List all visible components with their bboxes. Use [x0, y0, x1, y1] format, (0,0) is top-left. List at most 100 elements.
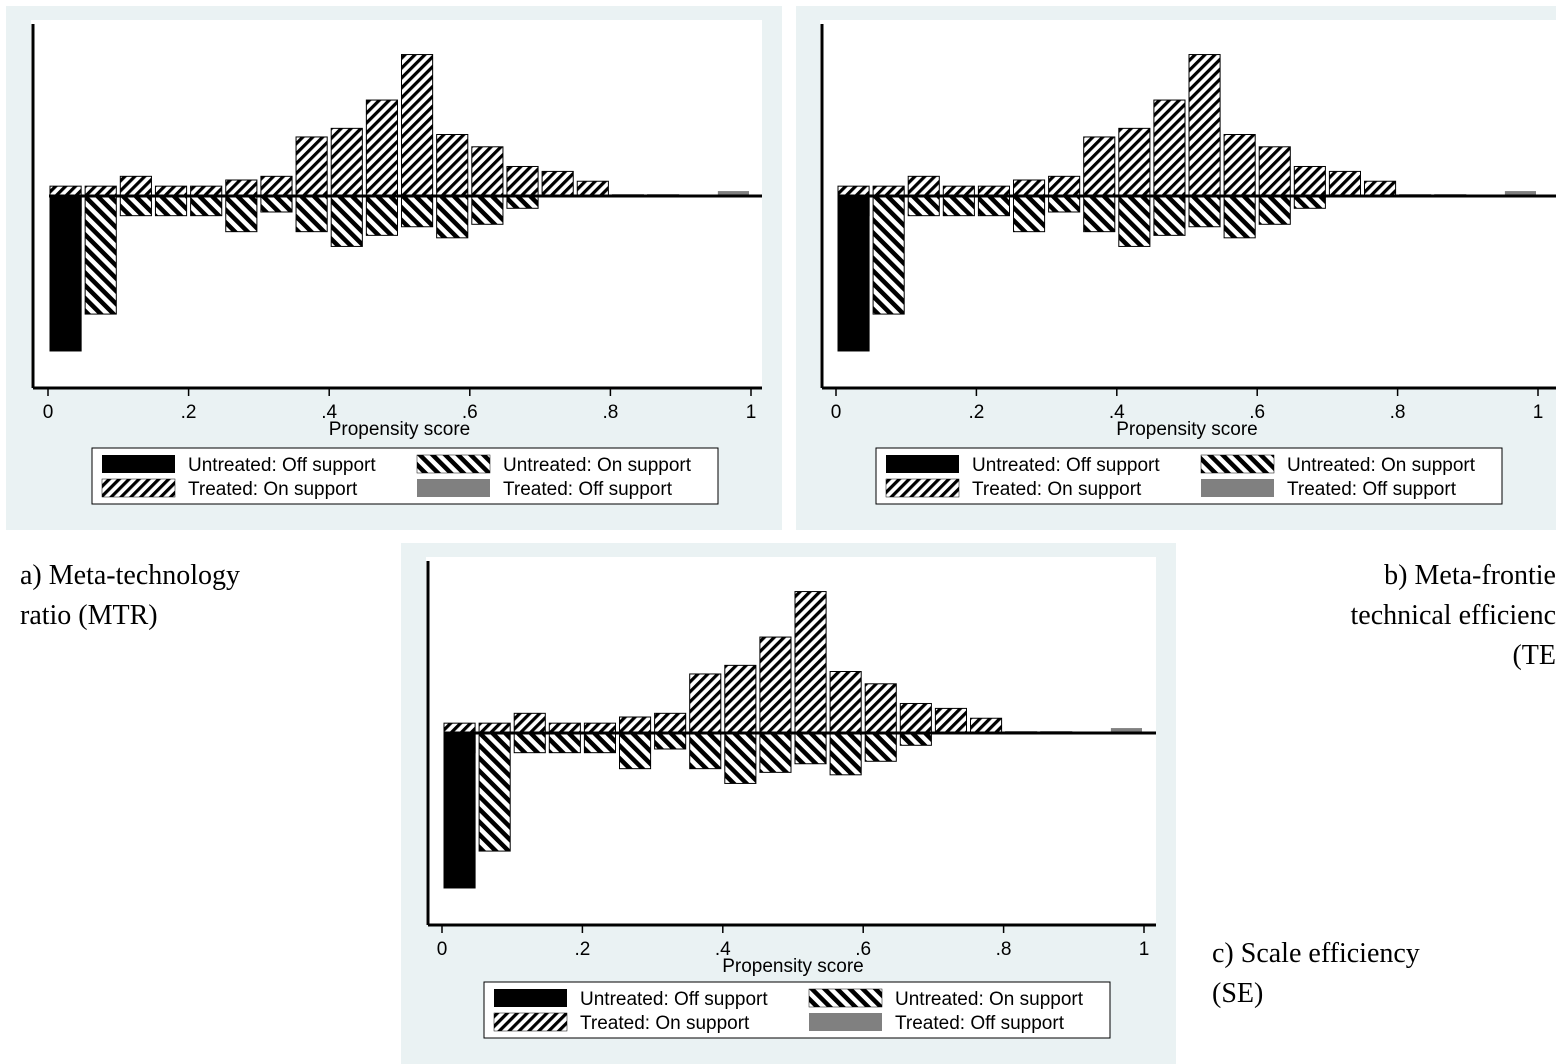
x-tick-label: .8	[1390, 402, 1406, 423]
bar-untreated-on-support-1	[478, 732, 511, 852]
legend-key	[1201, 479, 1274, 497]
x-tick-label: .4	[715, 939, 731, 960]
x-tick-label: .6	[855, 939, 871, 960]
bar-untreated-on-support-11	[1223, 195, 1256, 239]
bar-untreated-on-support-12	[1258, 195, 1291, 225]
bar-treated-on-support-6	[1048, 175, 1081, 197]
plot-area	[820, 20, 1556, 388]
x-tick-label: 0	[831, 402, 842, 423]
bar-treated-on-support-11	[829, 671, 862, 734]
x-tick-label: 1	[1139, 939, 1150, 960]
bar-untreated-on-support-3	[548, 732, 581, 754]
bar-untreated-on-support-3	[154, 195, 188, 217]
bar-treated-on-support-6	[654, 712, 687, 734]
bar-untreated-on-support-12	[471, 195, 504, 225]
bar-treated-on-support-7	[1083, 136, 1116, 197]
legend-key	[494, 989, 567, 1007]
legend-label: Treated: On support	[972, 479, 1142, 500]
legend-key	[1200, 454, 1275, 474]
legend-label: Untreated: On support	[503, 455, 692, 476]
bar-untreated-on-support-6	[1048, 195, 1081, 213]
chart-a: 0 .2 .4 .6 .8 1 Propensity score Untreated: Off…	[31, 20, 762, 505]
x-tick-label: 0	[437, 939, 448, 960]
caption-b-line-2: technical efficienc	[1350, 600, 1556, 631]
bar-untreated-on-support-11	[829, 732, 862, 776]
bar-untreated-on-support-12	[864, 732, 897, 762]
bar-treated-on-support-8	[330, 127, 363, 197]
legend-key	[493, 1012, 568, 1032]
bar-untreated-on-support-6	[260, 195, 293, 213]
bar-untreated-on-support-7	[689, 732, 722, 770]
bar-untreated-on-support-8	[724, 732, 757, 784]
legend-label: Treated: On support	[580, 1013, 750, 1034]
legend: Untreated: Off support Untreated: On supp…	[91, 447, 719, 505]
caption-a: a) Meta-technology ratio (MTR)	[20, 556, 240, 636]
bar-treated-on-support-15	[1364, 180, 1397, 197]
bar-treated-on-support-12	[471, 146, 504, 197]
caption-a-line-1: a) Meta-technology	[20, 560, 241, 591]
bar-treated-on-support-14	[934, 707, 968, 734]
legend: Untreated: Off support Untreated: On supp…	[875, 447, 1503, 505]
legend-key	[808, 988, 883, 1008]
bar-untreated-on-support-9	[365, 195, 399, 236]
x-tick-label: .6	[1249, 402, 1265, 423]
x-tick-label: .2	[968, 402, 984, 423]
bar-untreated-on-support-1	[872, 195, 905, 315]
bar-treated-on-support-2	[119, 175, 152, 197]
bar-untreated-on-support-9	[759, 732, 792, 773]
bar-treated-on-support-2	[513, 712, 546, 734]
bar-treated-on-support-5	[619, 716, 652, 734]
legend-label: Treated: Off support	[895, 1013, 1065, 1034]
bar-untreated-on-support-13	[506, 195, 539, 209]
bar-treated-on-support-12	[864, 683, 897, 734]
legend-label: Treated: Off support	[1287, 479, 1457, 500]
x-axis-title: Propensity score	[722, 956, 864, 977]
bar-untreated-on-support-2	[119, 195, 152, 217]
bar-treated-on-support-6	[260, 175, 293, 197]
bar-untreated-on-support-9	[1153, 195, 1186, 236]
bar-untreated-on-support-4	[977, 195, 1010, 217]
bar-treated-on-support-15	[576, 180, 609, 197]
bar-treated-on-support-7	[295, 136, 328, 197]
bar-untreated-off-support-0	[443, 732, 476, 889]
bar-untreated-on-support-1	[84, 195, 117, 315]
bar-treated-on-support-9	[759, 636, 792, 734]
bar-untreated-on-support-13	[1293, 195, 1326, 209]
bar-untreated-on-support-2	[907, 195, 940, 217]
x-axis-title: Propensity score	[1116, 419, 1258, 440]
x-axis-title: Propensity score	[329, 419, 471, 440]
legend-label: Untreated: On support	[895, 989, 1084, 1010]
bar-untreated-on-support-5	[225, 195, 258, 233]
bar-untreated-on-support-7	[295, 195, 328, 233]
bar-untreated-on-support-5	[619, 732, 652, 770]
bar-treated-on-support-14	[1328, 170, 1362, 197]
bar-treated-on-support-8	[1118, 127, 1151, 197]
bar-untreated-on-support-4	[583, 732, 616, 754]
bar-treated-on-support-8	[724, 664, 757, 734]
x-tick-label: .2	[574, 939, 590, 960]
bar-untreated-on-support-8	[330, 195, 363, 247]
x-tick-label: 1	[1533, 402, 1544, 423]
bar-untreated-off-support-0	[49, 195, 82, 352]
bar-untreated-on-support-7	[1083, 195, 1116, 233]
bar-treated-on-support-9	[1153, 99, 1186, 197]
legend-key	[809, 1013, 882, 1031]
bar-treated-off-support-0	[1110, 728, 1142, 733]
bar-untreated-on-support-13	[899, 732, 932, 746]
bar-treated-on-support-15	[970, 717, 1003, 734]
bar-treated-on-support-13	[1293, 165, 1326, 197]
legend-key	[101, 478, 176, 498]
caption-c: c) Scale efficiency (SE)	[1212, 934, 1420, 1014]
bar-untreated-off-support-0	[837, 195, 870, 352]
legend-key	[416, 454, 491, 474]
x-tick-label: .2	[181, 402, 197, 423]
caption-c-line-1: c) Scale efficiency	[1212, 938, 1420, 969]
x-tick-label: 1	[746, 402, 757, 423]
bar-untreated-on-support-4	[190, 195, 223, 217]
bar-untreated-on-support-3	[942, 195, 975, 217]
bar-treated-off-support-0	[1504, 191, 1536, 196]
legend-key	[886, 455, 959, 473]
caption-a-line-2: ratio (MTR)	[20, 600, 158, 631]
legend-box	[91, 447, 719, 505]
legend-key	[417, 479, 490, 497]
